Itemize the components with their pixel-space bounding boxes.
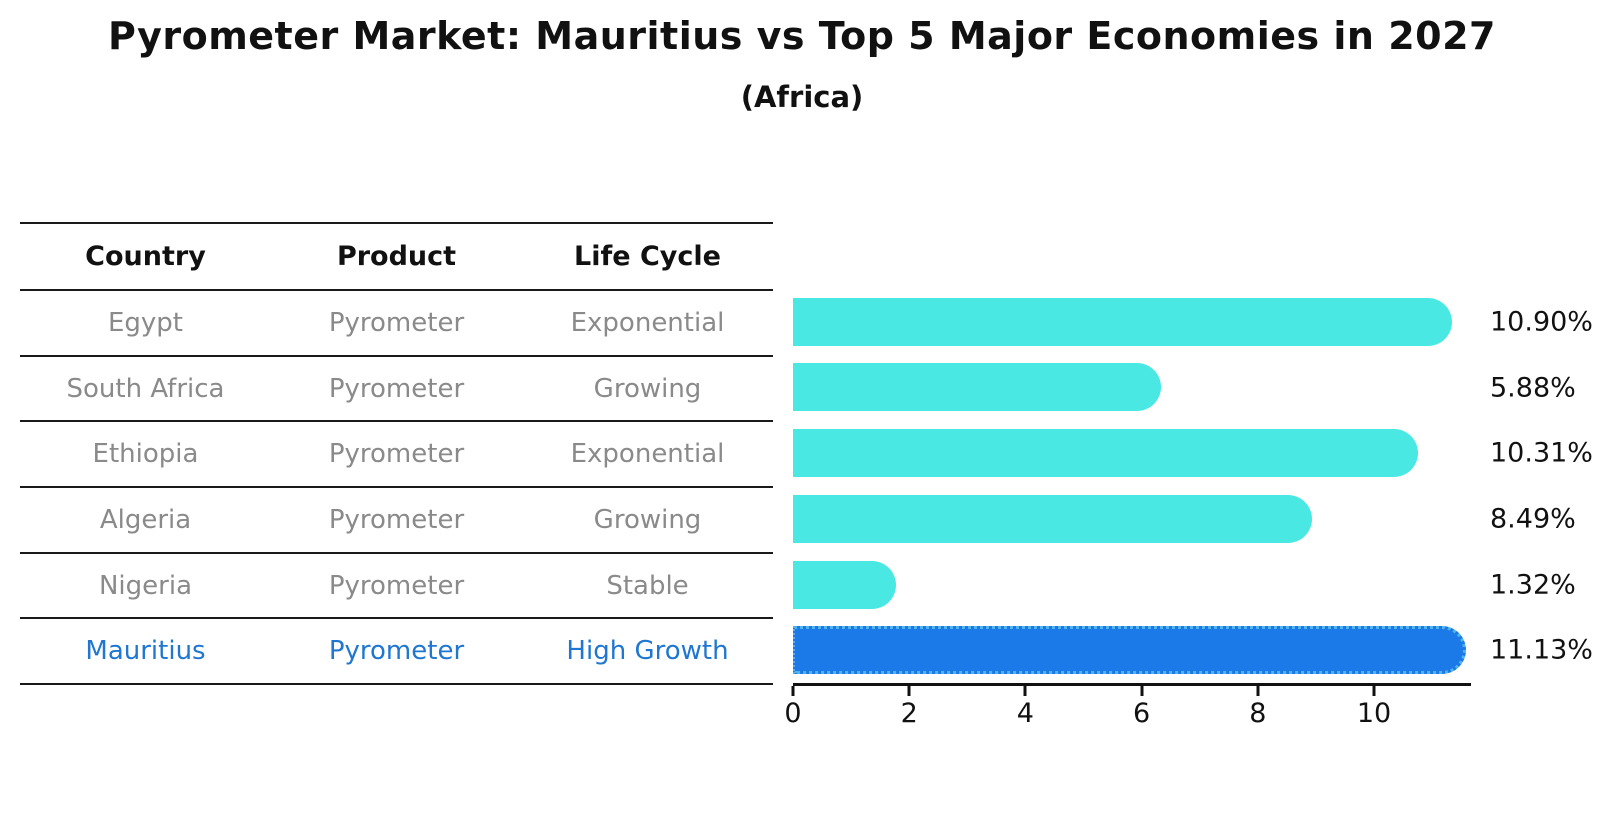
value-label-nigeria: 1.32% xyxy=(1490,569,1576,601)
table-cell-country: South Africa xyxy=(66,373,225,404)
table-cell-country: Algeria xyxy=(99,504,192,535)
table-row-south-africa: South Africa Pyrometer Growing xyxy=(20,357,773,423)
table-cell-country: Mauritius xyxy=(85,636,206,667)
table-cell-product: Pyrometer xyxy=(328,636,465,667)
x-axis-tick-label: 6 xyxy=(1133,698,1151,729)
value-label-algeria: 8.49% xyxy=(1490,503,1576,535)
x-axis-tick-label: 2 xyxy=(900,698,918,729)
chart-row-ethiopia: 10.31% xyxy=(793,420,1604,486)
table-header-life-cycle: Life Cycle xyxy=(574,241,721,272)
bar-chart: 10.90% 5.88% 10.31% 8.49% 1.32% 11.13% 0 xyxy=(784,289,1604,769)
bar-egypt xyxy=(793,297,1453,346)
table-cell-country: Egypt xyxy=(107,307,184,338)
comparison-table: Country Product Life Cycle Egypt Pyromet… xyxy=(20,222,773,686)
table-cell-life-cycle: High Growth xyxy=(566,636,729,667)
chart-row-egypt: 10.90% xyxy=(793,289,1604,355)
x-axis-tick-label: 10 xyxy=(1356,698,1392,729)
x-axis-tick xyxy=(1140,686,1144,696)
table-header-country: Country xyxy=(85,241,206,272)
x-axis-line xyxy=(793,683,1471,686)
value-label-ethiopia: 10.31% xyxy=(1490,437,1593,469)
table-cell-country: Nigeria xyxy=(98,570,193,601)
value-label-egypt: 10.90% xyxy=(1490,306,1593,338)
x-axis-tick-label: 4 xyxy=(1016,698,1034,729)
table-row-algeria: Algeria Pyrometer Growing xyxy=(20,488,773,554)
table-header-product: Product xyxy=(336,241,457,272)
bar-ethiopia xyxy=(793,429,1418,478)
chart-row-nigeria: 1.32% xyxy=(793,552,1604,618)
chart-subtitle: (Africa) xyxy=(740,80,864,114)
x-axis-tick xyxy=(1256,686,1260,696)
x-axis-tick xyxy=(791,686,795,696)
table-cell-life-cycle: Exponential xyxy=(570,307,725,338)
chart-row-south-africa: 5.88% xyxy=(793,355,1604,421)
value-label-south-africa: 5.88% xyxy=(1490,372,1576,404)
x-axis-tick xyxy=(1023,686,1027,696)
chart-row-algeria: 8.49% xyxy=(793,486,1604,552)
bar-mauritius xyxy=(793,626,1466,675)
value-label-mauritius: 11.13% xyxy=(1490,634,1593,666)
x-axis-tick-label: 0 xyxy=(784,698,802,729)
table-cell-product: Pyrometer xyxy=(328,439,465,470)
table-header-row: Country Product Life Cycle xyxy=(20,224,773,291)
bar-south-africa xyxy=(793,363,1161,412)
chart-row-mauritius: 11.13% xyxy=(793,617,1604,683)
bar-algeria xyxy=(793,494,1313,543)
table-cell-product: Pyrometer xyxy=(328,570,465,601)
table-cell-product: Pyrometer xyxy=(328,504,465,535)
x-axis-tick xyxy=(1372,686,1376,696)
table-cell-life-cycle: Stable xyxy=(606,570,689,601)
chart-title: Pyrometer Market: Mauritius vs Top 5 Maj… xyxy=(108,14,1496,58)
table-cell-life-cycle: Growing xyxy=(593,504,702,535)
table-cell-life-cycle: Exponential xyxy=(570,439,725,470)
table-row-mauritius: Mauritius Pyrometer High Growth xyxy=(20,619,773,686)
table-cell-country: Ethiopia xyxy=(92,439,199,470)
bar-nigeria xyxy=(793,560,896,609)
table-row-nigeria: Nigeria Pyrometer Stable xyxy=(20,554,773,620)
table-row-ethiopia: Ethiopia Pyrometer Exponential xyxy=(20,422,773,489)
table-cell-product: Pyrometer xyxy=(328,373,465,404)
table-cell-life-cycle: Growing xyxy=(593,373,702,404)
table-row-egypt: Egypt Pyrometer Exponential xyxy=(20,291,773,357)
x-axis-tick xyxy=(907,686,911,696)
table-cell-product: Pyrometer xyxy=(328,307,465,338)
x-axis-tick-label: 8 xyxy=(1249,698,1267,729)
